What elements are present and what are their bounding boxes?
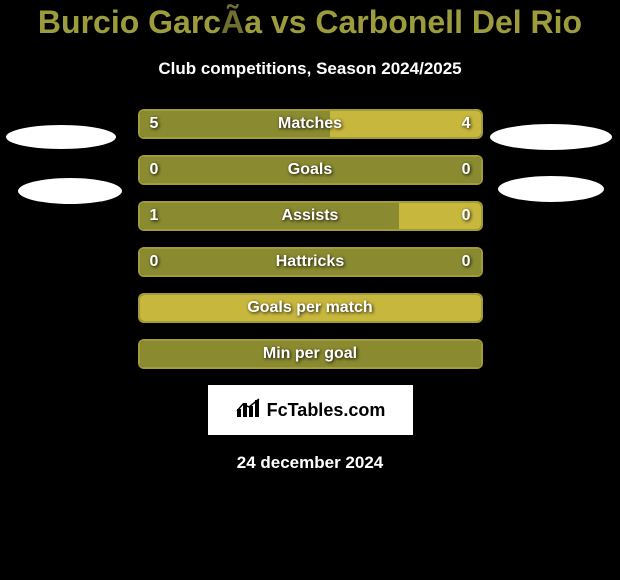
stat-bar-label: Assists [140,203,481,229]
stat-bar-row: Goals0 0 [138,155,483,185]
stat-bar-row: Min per goal [138,339,483,369]
brand-text: FcTables.com [267,400,386,421]
stat-bar-left-value: 1 [150,203,159,229]
stat-bar-left-value: 0 [150,249,159,275]
stat-bar-label: Min per goal [140,341,481,367]
stat-bar-label: Matches [140,111,481,137]
right-avatar-ellipse-1 [490,124,612,150]
comparison-bars: Matches54Goals00Assists10Hattricks00Goal… [138,109,483,369]
footer-date: 24 december 2024 [0,453,620,473]
title-part-d: a vs Carbonell [244,4,472,40]
stat-bar-row: Hattricks0 0 [138,247,483,277]
stat-bar-label: Hattricks [140,249,481,275]
stat-bar-label: Goals [140,157,481,183]
bar-chart-icon [235,397,261,424]
right-avatar-ellipse-2 [498,176,604,202]
title-part-a: Burcio [38,4,148,40]
title-part-b: Garc [148,4,221,40]
stat-bar-right-value: 4 [462,111,471,137]
subtitle-text: Club competitions, Season 2024/2025 [0,59,620,79]
left-avatar-ellipse-1 [6,125,116,149]
brand-badge: FcTables.com [208,385,413,435]
stat-bar-row: Assists1 0 [138,201,483,231]
stat-bar-right-value: 0 [462,249,471,275]
title-part-e: Del Rio [472,4,582,40]
stat-bar-left-value: 5 [150,111,159,137]
stat-bar-left-value: 0 [150,157,159,183]
stat-bar-right-value: 0 [462,157,471,183]
stat-bar-row: Matches5 4 [138,109,483,139]
title-accent-char: Ã [221,4,244,40]
stat-bar-row: Goals per match [138,293,483,323]
stat-bar-label: Goals per match [140,295,481,321]
page-title: Burcio GarcÃa vs Carbonell Del Rio [0,0,620,41]
stat-bar-right-value: 0 [462,203,471,229]
left-avatar-ellipse-2 [18,178,122,204]
